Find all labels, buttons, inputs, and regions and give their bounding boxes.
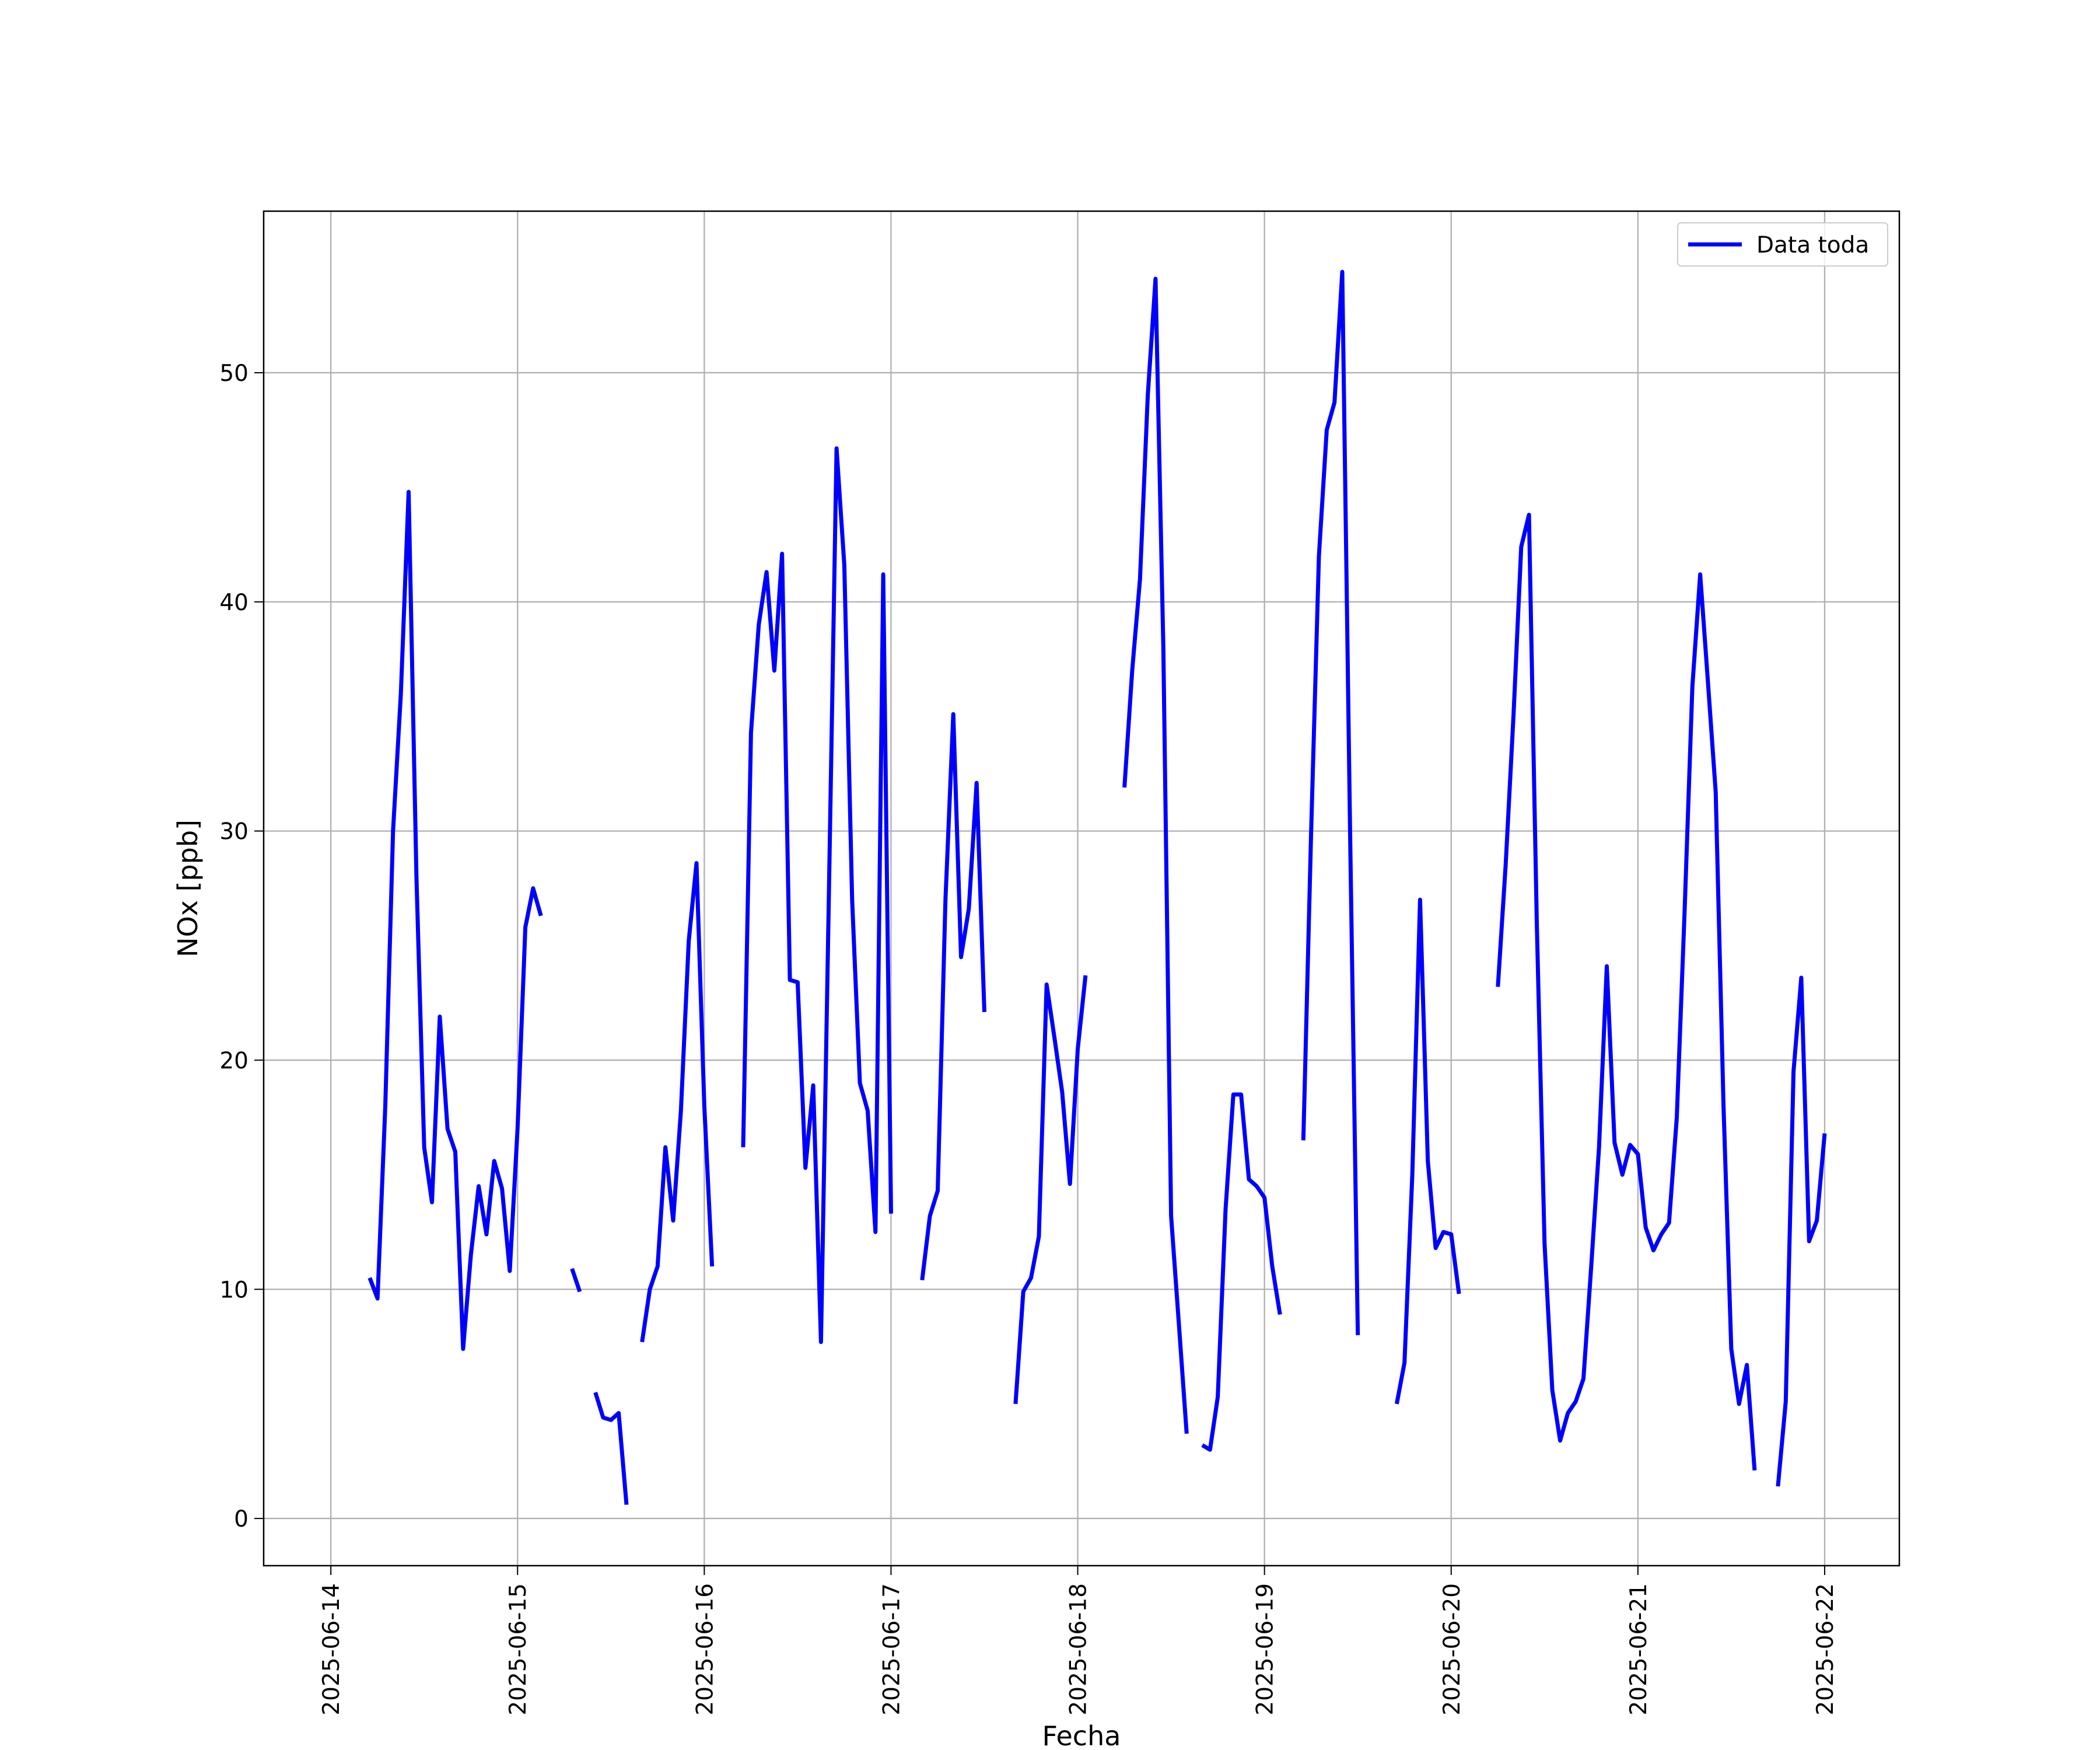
y-axis-label: NOx [ppb] [172,820,204,957]
data-line [368,270,1827,1505]
x-tick-label: 2025-06-17 [878,1583,905,1716]
x-tick-label: 2025-06-14 [318,1583,345,1716]
x-tick-label: 2025-06-18 [1066,1583,1092,1716]
legend: Data toda [1677,222,1888,267]
x-axis-label: Fecha [1042,1720,1121,1750]
legend-box [1677,222,1888,267]
x-tick-label: 2025-06-22 [1812,1583,1839,1716]
y-tick-label: 40 [219,590,249,616]
legend-label: Data toda [1756,232,1869,258]
plot-frame [262,210,1901,1567]
y-tick-label: 30 [219,819,249,845]
x-tick-label: 2025-06-16 [692,1583,718,1716]
y-tick-label: 0 [234,1506,249,1532]
y-tick-label: 20 [219,1048,249,1074]
y-tick-label: 10 [219,1277,249,1303]
x-tick-label: 2025-06-20 [1439,1583,1465,1716]
y-tick-label: 50 [219,360,249,387]
x-tick-label: 2025-06-19 [1252,1583,1279,1716]
x-tick-label: 2025-06-21 [1626,1583,1652,1716]
x-tick-label: 2025-06-15 [505,1583,531,1716]
